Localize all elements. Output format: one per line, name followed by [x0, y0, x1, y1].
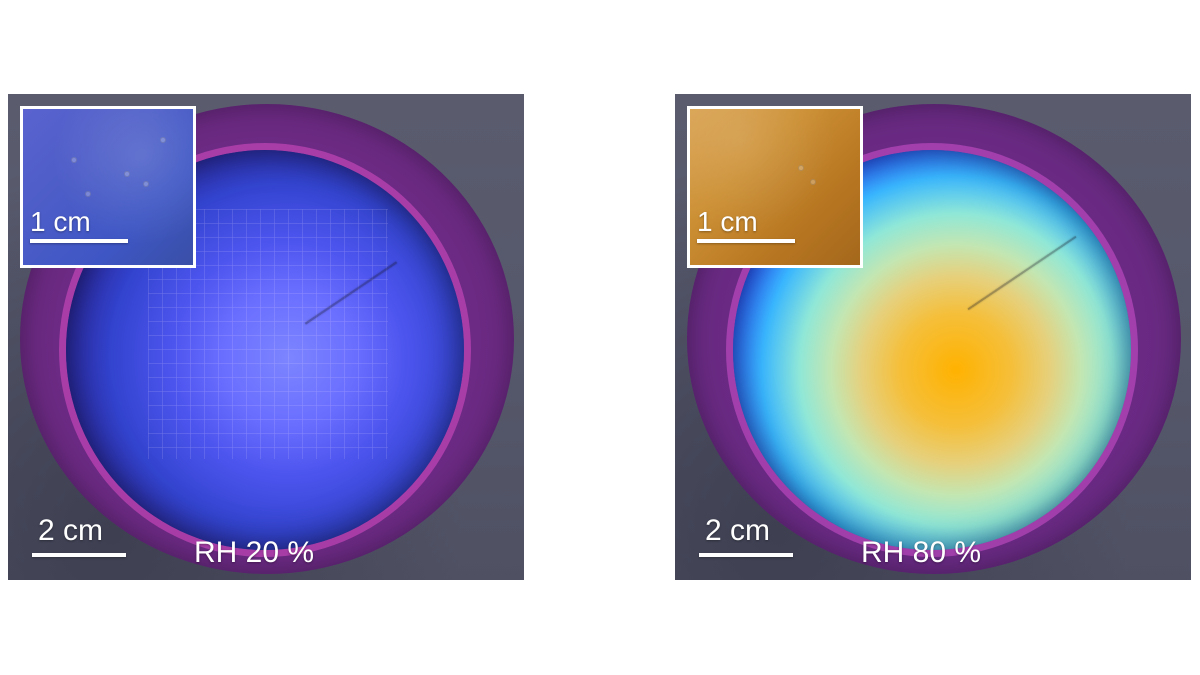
defect-dot	[810, 179, 816, 185]
main-scale-bar	[699, 553, 793, 557]
panel-rh20: 1 cm 2 cm RH 20 %	[8, 94, 524, 580]
inset-scale-label: 1 cm	[697, 206, 758, 237]
inset-zoom	[20, 106, 196, 268]
defect-dot	[798, 165, 804, 171]
main-scale-label: 2 cm	[38, 514, 104, 547]
defect-dot	[85, 191, 91, 197]
condition-label: RH 80 %	[861, 536, 982, 569]
inset-scale-bar	[30, 239, 128, 243]
main-scale-bar	[32, 553, 126, 557]
panel-rh80: 1 cm 2 cm RH 80 %	[675, 94, 1191, 580]
defect-dot	[71, 157, 77, 163]
inset-scale-label: 1 cm	[30, 206, 91, 237]
defect-dot	[160, 137, 166, 143]
defect-dot	[124, 171, 130, 177]
condition-label: RH 20 %	[194, 536, 315, 569]
inset-scale-bar	[697, 239, 795, 243]
main-scale-label: 2 cm	[705, 514, 771, 547]
inset-zoom	[687, 106, 863, 268]
defect-dot	[143, 181, 149, 187]
